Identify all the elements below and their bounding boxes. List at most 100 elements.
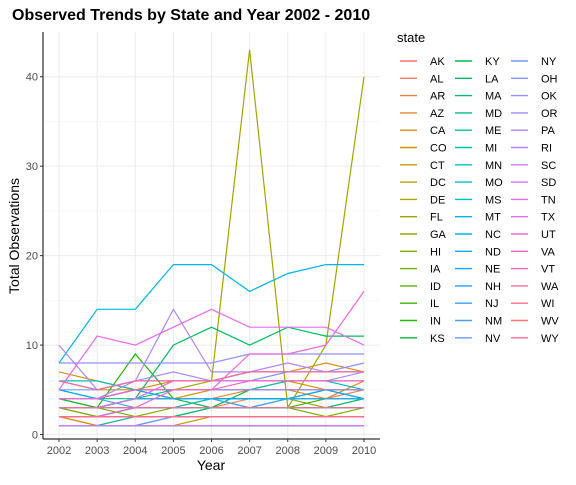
- y-tick-label: 40: [26, 72, 38, 84]
- legend-label: MI: [485, 143, 497, 155]
- legend-item-wy: WY: [511, 333, 559, 345]
- legend-item-al: AL: [400, 73, 443, 85]
- legend-item-vt: VT: [511, 264, 555, 276]
- legend-label: ID: [430, 281, 441, 293]
- legend-item-wi: WI: [511, 298, 554, 310]
- legend-item-ar: AR: [400, 91, 445, 103]
- series-lines: [58, 49, 365, 427]
- legend-label: MD: [485, 108, 502, 120]
- x-tick-label: 2009: [314, 445, 338, 457]
- legend-label: VA: [541, 246, 556, 258]
- y-tick-label: 10: [26, 340, 38, 352]
- y-tick-label: 30: [26, 161, 38, 173]
- legend-label: IN: [430, 316, 441, 328]
- legend-item-ga: GA: [400, 229, 447, 241]
- legend-label: NV: [485, 333, 501, 345]
- legend-item-pa: PA: [511, 125, 556, 137]
- legend-label: GA: [430, 229, 447, 241]
- legend-label: AK: [430, 56, 445, 68]
- legend-label: CT: [430, 160, 445, 172]
- legend-item-dc: DC: [400, 177, 446, 189]
- legend-item-ms: MS: [455, 194, 502, 206]
- legend-item-ia: IA: [400, 264, 441, 276]
- legend-label: RI: [541, 143, 552, 155]
- legend-label: UT: [541, 229, 556, 241]
- legend-label: NY: [541, 56, 557, 68]
- legend-item-la: LA: [455, 73, 499, 85]
- legend-label: OR: [541, 108, 558, 120]
- legend-item-mn: MN: [455, 160, 502, 172]
- legend-label: LA: [485, 73, 499, 85]
- legend-item-ut: UT: [511, 229, 556, 241]
- legend-item-nd: ND: [455, 246, 501, 258]
- series-line-ok: [59, 353, 364, 364]
- legend-item-fl: FL: [400, 212, 443, 224]
- legend-label: OH: [541, 73, 558, 85]
- legend-item-or: OR: [511, 108, 558, 120]
- legend-item-ny: NY: [511, 56, 557, 68]
- legend-label: HI: [430, 246, 441, 258]
- series-line-wa: [58, 371, 364, 391]
- legend-label: WA: [541, 281, 559, 293]
- legend-item-co: CO: [400, 143, 447, 155]
- legend-item-tn: TN: [511, 194, 556, 206]
- legend-item-ok: OK: [511, 91, 558, 103]
- legend-label: VT: [541, 264, 555, 276]
- legend-label: KY: [485, 56, 500, 68]
- legend-item-mt: MT: [455, 212, 501, 224]
- x-tick-label: 2005: [161, 445, 185, 457]
- legend-item-mi: MI: [455, 143, 497, 155]
- legend-label: ME: [485, 125, 502, 137]
- x-axis-label: Year: [197, 457, 226, 473]
- legend-label: MO: [485, 177, 503, 189]
- legend-item-il: IL: [400, 298, 439, 310]
- series-line-tx: [58, 308, 365, 391]
- legend-label: NE: [485, 264, 500, 276]
- y-tick-label: 20: [26, 251, 38, 263]
- legend-item-wa: WA: [511, 281, 559, 293]
- legend-label: TN: [541, 194, 556, 206]
- legend-label: ND: [485, 246, 501, 258]
- legend-item-id: ID: [400, 281, 441, 293]
- legend-item-in: IN: [400, 316, 441, 328]
- x-tick-label: 2006: [199, 445, 223, 457]
- legend-label: NJ: [485, 298, 498, 310]
- legend-label: WV: [541, 316, 559, 328]
- legend-label: PA: [541, 125, 556, 137]
- legend-label: NC: [485, 229, 501, 241]
- legend-item-nm: NM: [455, 316, 502, 328]
- legend-label: AL: [430, 73, 443, 85]
- legend-label: DC: [430, 177, 446, 189]
- legend-item-va: VA: [511, 246, 556, 258]
- legend-title: state: [397, 30, 425, 45]
- legend-item-ne: NE: [455, 264, 500, 276]
- legend-label: NM: [485, 316, 502, 328]
- legend: AK AL AR AZ CA CO CT DC DE FL GA HI IA ID IL IN KS KY LA MA…: [400, 56, 559, 345]
- legend-label: CO: [430, 143, 447, 155]
- legend-label: IL: [430, 298, 439, 310]
- legend-label: SD: [541, 177, 556, 189]
- x-tick-label: 2004: [123, 445, 147, 457]
- legend-item-nc: NC: [455, 229, 501, 241]
- legend-label: MN: [485, 160, 502, 172]
- y-tick-label: 0: [32, 430, 38, 442]
- chart-title: Observed Trends by State and Year 2002 -…: [12, 7, 370, 24]
- legend-item-ri: RI: [511, 143, 552, 155]
- legend-item-ak: AK: [400, 56, 445, 68]
- legend-label: MT: [485, 212, 501, 224]
- legend-label: AR: [430, 91, 445, 103]
- legend-label: MS: [485, 194, 502, 206]
- legend-label: MA: [485, 91, 502, 103]
- legend-item-tx: TX: [511, 212, 556, 224]
- legend-label: AZ: [430, 108, 444, 120]
- legend-item-nv: NV: [455, 333, 501, 345]
- series-line-pa: [59, 308, 364, 400]
- legend-item-oh: OH: [511, 73, 558, 85]
- legend-label: DE: [430, 194, 445, 206]
- series-line-va: [59, 380, 364, 400]
- legend-item-nj: NJ: [455, 298, 498, 310]
- legend-item-de: DE: [400, 194, 445, 206]
- legend-item-md: MD: [455, 108, 502, 120]
- legend-label: NH: [485, 281, 501, 293]
